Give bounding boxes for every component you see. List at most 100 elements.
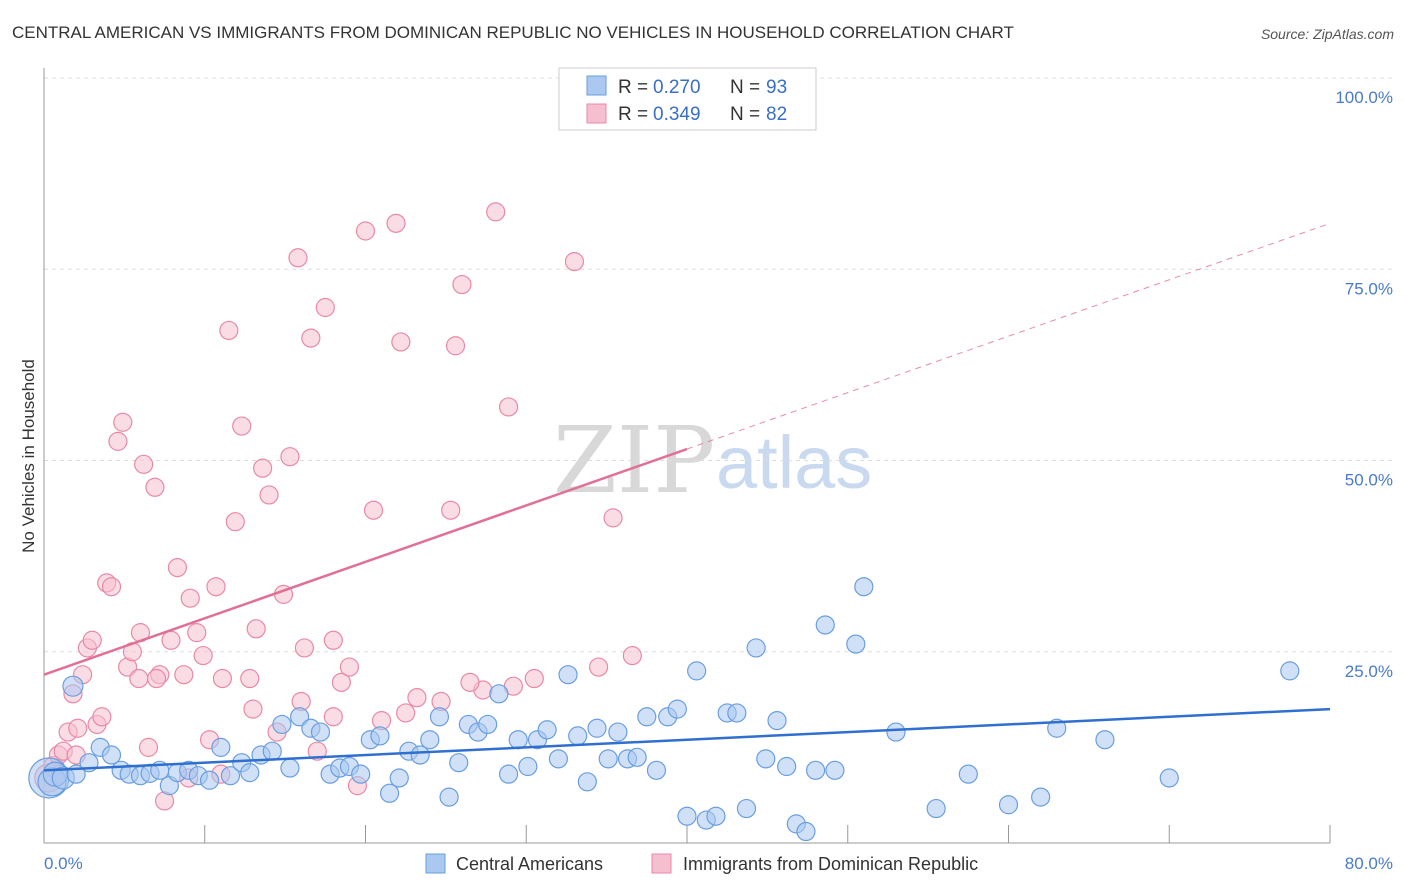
dominican-point [243,699,263,719]
watermark: ZIP atlas [553,407,872,514]
central-american-point [825,760,845,780]
trendline-dominican-extension [686,222,1331,450]
dominican-point [460,672,480,692]
central-american-point [370,726,390,746]
central-american-point [756,749,776,769]
stats-legend: R = 0.270 N = 93 R = 0.349 N = 82 [558,67,817,131]
bottom-legend-label-pink: Immigrants from Dominican Republic [683,854,978,874]
dominican-point [246,619,266,639]
central-american-point [667,699,687,719]
dominican-point [253,458,273,478]
dominican-point [331,672,351,692]
y-tick-label: 25.0% [1345,662,1393,681]
central-american-point [886,722,906,742]
dominican-point [206,577,226,597]
legend-r-value-2: 0.349 [653,104,701,125]
central-american-point [429,707,450,727]
series-central-american-points [28,577,1300,842]
bottom-legend-swatch-blue [425,853,446,874]
central-american-point [220,766,241,786]
watermark-atlas: atlas [716,421,872,504]
dominican-point [129,668,149,689]
dominican-point [167,557,188,578]
central-american-point [746,638,766,658]
trendline-central-american [43,707,1331,772]
trendline-dominican [43,447,688,676]
dominican-point [391,332,411,352]
dominican-point [486,202,506,222]
dominican-point [301,328,321,348]
central-american-point [262,741,282,761]
central-american-point [608,722,628,742]
dominican-point [240,668,260,689]
dominican-point [108,431,128,451]
dominican-point [407,688,427,708]
bottom-legend-swatch-pink [651,853,672,874]
central-american-point [796,821,816,842]
central-american-point [727,703,747,723]
central-american-point [805,760,826,780]
dominican-point [145,477,165,497]
central-american-point [62,675,84,697]
dominican-point [92,707,112,727]
central-american-point [767,710,787,731]
central-american-point [815,615,835,635]
central-american-point [627,747,647,767]
x-axis-ticks [43,825,1331,843]
dominican-point [134,454,154,474]
dominican-point [323,707,343,727]
dominican-point [259,485,279,505]
dominican-point [355,221,376,241]
dominican-point [498,397,519,417]
dominican-point [323,630,343,650]
dominican-point [307,741,327,761]
central-american-point [101,745,122,765]
central-american-point [1047,718,1067,738]
watermark-zip: ZIP [553,407,715,514]
source-label: Source: ZipAtlas.com [1261,26,1394,42]
central-american-point [846,634,866,654]
central-american-point [777,756,797,777]
dominican-point [294,638,315,658]
central-american-point [926,798,946,819]
dominican-point [187,623,207,643]
dominican-point [339,657,360,677]
legend-n-label-2: N = [730,104,760,125]
dominican-point [622,645,642,666]
dominican-point [588,657,609,677]
central-american-point [587,718,607,738]
dominican-point [280,447,300,467]
series-dominican-points [34,202,642,811]
legend-r-value-1: 0.270 [653,77,701,98]
central-american-point [289,707,310,727]
central-american-point [310,722,331,742]
dominican-point [180,588,200,608]
central-american-point [598,749,618,769]
central-american-point [449,753,469,773]
dominican-point [212,668,233,689]
central-american-point [568,726,588,746]
central-american-point [498,764,519,784]
dominican-point [396,703,416,723]
central-american-point [389,768,409,788]
dominican-point [445,336,466,356]
legend-r-label-1: R = [618,77,648,98]
dominican-point [146,668,167,689]
central-american-point [548,749,569,769]
central-american-point [706,806,726,826]
dominican-point [101,577,122,597]
gridlines [44,77,1392,653]
legend-swatch-blue [586,75,607,96]
dominican-point [193,645,213,666]
central-american-point [637,707,657,727]
central-american-point [687,661,707,681]
central-american-point [410,745,430,765]
legend-n-value-2: 82 [766,104,787,125]
central-american-point [558,665,578,685]
dominican-point [603,508,623,528]
central-american-point [211,737,231,757]
series-legend: Central Americans Immigrants from Domini… [425,853,978,874]
trendlines [43,222,1331,772]
central-american-point [240,763,260,783]
